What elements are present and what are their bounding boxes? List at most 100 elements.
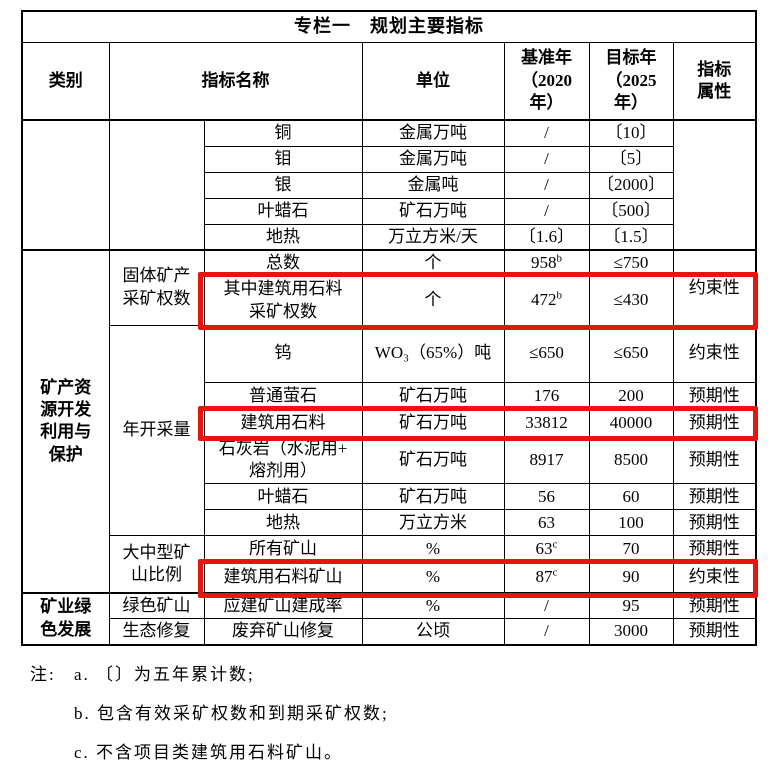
cell-target-value: ≤750 xyxy=(588,249,674,277)
cell-target-value: ≤650 xyxy=(588,324,674,383)
cell-unit: 矿石万吨 xyxy=(361,381,505,411)
cell-indicator-name: 叶蜡石 xyxy=(203,197,363,225)
category-cell-blank xyxy=(21,119,110,251)
table-row: 叶蜡石 矿石万吨 56 60 预期性 xyxy=(22,483,757,511)
category-cell-mineral-development: 矿产资 源开发 利用与 保护 xyxy=(21,249,110,594)
indicators-table: 专栏一 规划主要指标 类别 指标名称 单位 基准年 （2020 年） 目标年 （… xyxy=(21,10,757,646)
cell-attribute: 预期性 xyxy=(672,618,757,646)
cell-attribute: 预期性 xyxy=(672,535,757,564)
cell-target-value: 70 xyxy=(588,535,674,564)
col-header-attribute: 指标 属性 xyxy=(672,42,757,121)
cell-target-value: 〔500〕 xyxy=(588,197,674,225)
table-row: 地热 万立方米 63 100 预期性 xyxy=(22,509,757,537)
cell-unit: % xyxy=(361,591,505,620)
cell-unit: WO₃（65%）吨 xyxy=(361,324,505,383)
cell-base-value: / xyxy=(503,171,590,199)
cell-attribute: 约束性 xyxy=(672,324,757,383)
cell-base-value: 958b xyxy=(503,249,590,277)
table-row-highlighted: 建筑用石料矿山 % 87c 90 约束性 xyxy=(22,562,757,594)
table-row: 地热 万立方米/天 〔1.6〕 〔1.5〕 xyxy=(22,223,756,251)
cell-base-value: 63 xyxy=(503,509,590,537)
cell-base-value: 33812 xyxy=(503,409,590,437)
cell-indicator-name: 钨 xyxy=(203,324,363,383)
cell-indicator-name: 应建矿山建成率 xyxy=(203,591,363,620)
cell-attribute: 约束性 xyxy=(672,249,757,326)
col-header-category: 类别 xyxy=(21,42,110,121)
table-row: 矿业绿 色发展 绿色矿山 应建矿山建成率 % / 95 预期性 xyxy=(21,591,757,646)
cell-indicator-name: 地热 xyxy=(203,223,363,251)
cell-target-value: 200 xyxy=(588,381,674,411)
cell-indicator-name: 总数 xyxy=(203,249,363,277)
cell-unit: 矿石万吨 xyxy=(361,483,505,511)
cell-indicator-name: 所有矿山 xyxy=(203,535,363,564)
cell-base-value: 176 xyxy=(503,381,590,411)
cell-base-value: / xyxy=(503,591,590,620)
subcategory-cell-large-medium-mine-ratio: 大中型矿 山比例 xyxy=(108,535,205,594)
cell-unit: % xyxy=(361,562,505,594)
cell-unit: 个 xyxy=(361,275,505,326)
footnote-marker: b xyxy=(556,289,563,302)
note-line: b. 包含有效采矿权数和到期采矿权数; xyxy=(30,699,772,724)
cell-indicator-name: 银 xyxy=(203,171,363,199)
footnote-marker: c xyxy=(552,566,558,579)
cell-indicator-name: 废弃矿山修复 xyxy=(203,618,363,646)
cell-indicator-name: 叶蜡石 xyxy=(203,483,363,511)
cell-target-value: 8500 xyxy=(588,435,674,485)
cell-target-value: 60 xyxy=(588,483,674,511)
cell-indicator-name: 其中建筑用石料 采矿权数 xyxy=(203,275,363,326)
category-cell-green-mining: 矿业绿 色发展 xyxy=(21,591,110,646)
cell-attribute: 预期性 xyxy=(672,409,757,437)
cell-base-value: 56 xyxy=(503,483,590,511)
cell-attribute-blank xyxy=(672,119,757,251)
subcategory-cell-solid-mineral-rights: 固体矿产 采矿权数 xyxy=(108,249,205,326)
col-header-base-year: 基准年 （2020 年） xyxy=(503,42,590,121)
footnote-marker: c xyxy=(552,538,558,551)
note-text-a: a. 〔〕为五年累计数; xyxy=(74,664,255,684)
cell-target-value: 95 xyxy=(588,591,674,620)
cell-unit: 矿石万吨 xyxy=(361,435,505,485)
cell-base-value: 〔1.6〕 xyxy=(503,223,590,251)
footnote-marker: b xyxy=(556,252,563,265)
cell-target-value: 3000 xyxy=(588,618,674,646)
cell-unit: 矿石万吨 xyxy=(361,409,505,437)
cell-target-value: 40000 xyxy=(588,409,674,437)
cell-indicator-name: 普通萤石 xyxy=(203,381,363,411)
cell-unit: % xyxy=(361,535,505,564)
cell-unit: 万立方米 xyxy=(361,509,505,537)
col-header-indicator-name: 指标名称 xyxy=(108,42,363,121)
table-title: 专栏一 规划主要指标 xyxy=(21,10,757,43)
notes-label-spacer xyxy=(30,699,74,724)
cell-unit: 万立方米/天 xyxy=(361,223,505,251)
cell-indicator-name: 钼 xyxy=(203,145,363,173)
table-row-highlighted: 其中建筑用石料 采矿权数 个 472b ≤430 xyxy=(22,275,756,326)
subcategory-cell-annual-extraction: 年开采量 xyxy=(108,324,205,537)
table-row: 银 金属吨 / 〔2000〕 xyxy=(22,171,756,199)
cell-indicator-name: 铜 xyxy=(203,119,363,147)
cell-target-value: 〔10〕 xyxy=(588,119,674,147)
cell-indicator-name: 建筑用石料矿山 xyxy=(203,562,363,594)
cell-base-value: 63c xyxy=(503,535,590,564)
cell-attribute: 约束性 xyxy=(672,562,757,594)
cell-indicator-name: 建筑用石料 xyxy=(203,409,363,437)
table-row: 生态修复 废弃矿山修复 公顷 / 3000 预期性 xyxy=(22,618,757,646)
table-row: 矿产资 源开发 利用与 保护 固体矿产 采矿权数 总数 个 958b ≤750 … xyxy=(21,249,757,594)
note-text-b: b. 包含有效采矿权数和到期采矿权数; xyxy=(74,703,389,723)
cell-unit: 金属万吨 xyxy=(361,119,505,147)
col-header-unit: 单位 xyxy=(361,42,505,121)
subcategory-cell-green-mine: 绿色矿山 xyxy=(108,591,205,620)
cell-attribute: 预期性 xyxy=(672,483,757,511)
cell-target-value: ≤430 xyxy=(588,275,674,326)
cell-target-value: 〔2000〕 xyxy=(588,171,674,199)
cell-unit: 个 xyxy=(361,249,505,277)
table-row: 石灰岩（水泥用+ 熔剂用） 矿石万吨 8917 8500 预期性 xyxy=(22,435,757,485)
cell-base-value: / xyxy=(503,145,590,173)
notes: 注: a. 〔〕为五年累计数; b. 包含有效采矿权数和到期采矿权数; c. 不… xyxy=(30,660,772,763)
cell-attribute: 预期性 xyxy=(672,381,757,411)
notes-label: 注: xyxy=(30,664,56,684)
subcategory-cell-blank xyxy=(108,119,205,251)
cell-base-value: 472b xyxy=(503,275,590,326)
col-header-target-year: 目标年 （2025 年） xyxy=(588,42,674,121)
cell-target-value: 100 xyxy=(588,509,674,537)
cell-unit: 公顷 xyxy=(361,618,505,646)
